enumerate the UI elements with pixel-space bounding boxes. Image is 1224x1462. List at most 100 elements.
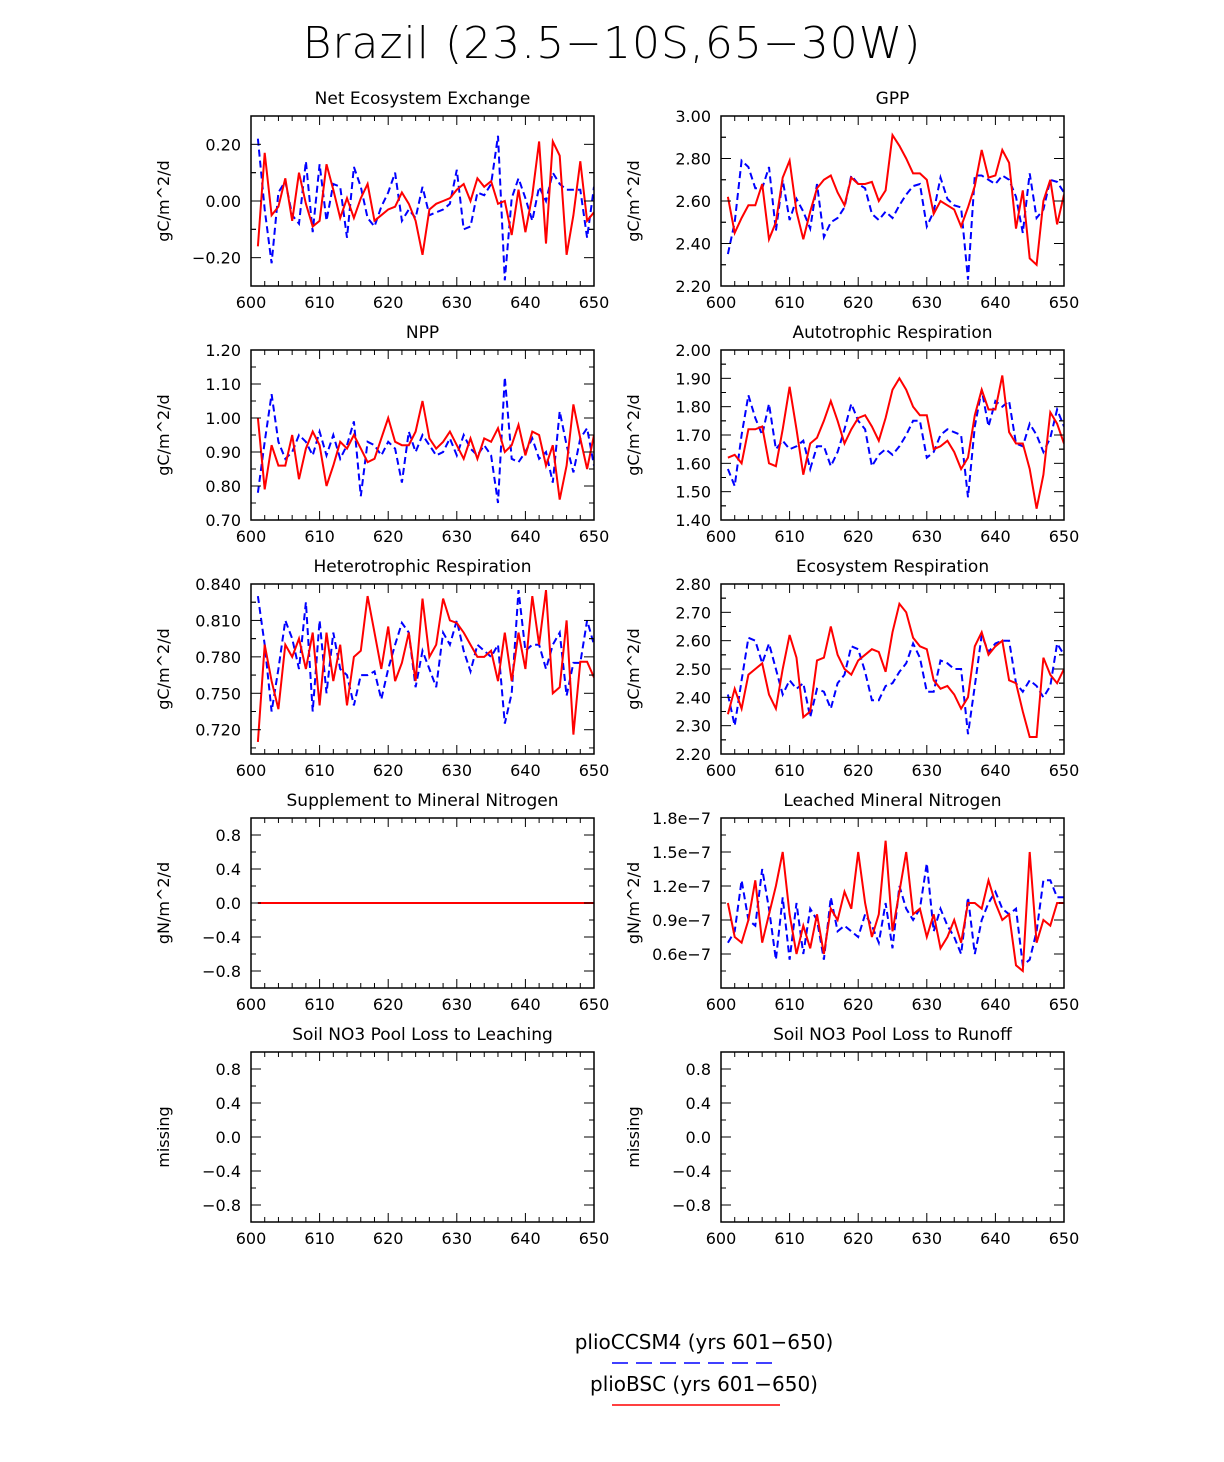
- x-tick-label: 640: [510, 527, 541, 546]
- series-line-plioCCSM4: [256, 135, 594, 281]
- x-tick-label: 640: [510, 1229, 541, 1248]
- y-axis-label: gC/m^2/d: [624, 628, 643, 709]
- x-tick-label: 630: [912, 293, 943, 312]
- x-tick-label: 620: [373, 527, 404, 546]
- panel-1: 600 610 620 630 640 650 −0.20 0.00 0.20 Net Ecosy…: [154, 89, 609, 312]
- y-axis-label: gN/m^2/d: [624, 862, 643, 944]
- series-line-plioCCSM4: [256, 589, 594, 724]
- x-tick-label: 650: [1049, 1229, 1080, 1248]
- y-tick-label: −0.4: [202, 1162, 241, 1181]
- y-axis-label: gC/m^2/d: [154, 160, 173, 241]
- x-tick-label: 610: [774, 995, 805, 1014]
- legend: plioCCSM4 (yrs 601−650) plioBSC (yrs 601−…: [575, 1330, 834, 1406]
- y-tick-label: −0.20: [192, 249, 241, 268]
- x-tick-label: 600: [706, 1229, 737, 1248]
- x-tick-label: 600: [706, 293, 737, 312]
- y-tick-label: −0.8: [202, 1196, 241, 1215]
- x-tick-label: 630: [912, 1229, 943, 1248]
- y-tick-label: 1.10: [205, 375, 241, 394]
- series-line-plioCCSM4: [726, 389, 1064, 498]
- x-tick-label: 650: [579, 1229, 610, 1248]
- x-tick-label: 650: [579, 527, 610, 546]
- y-tick-label: 0.750: [195, 684, 241, 703]
- y-tick-label: −0.8: [202, 962, 241, 981]
- y-axis-label: missing: [154, 1106, 173, 1167]
- x-tick-label: 620: [373, 1229, 404, 1248]
- x-tick-label: 610: [304, 293, 335, 312]
- figure-title: Brazil (23.5−10S,65−30W): [302, 18, 922, 69]
- x-tick-label: 630: [912, 995, 943, 1014]
- y-tick-label: 1.40: [675, 511, 711, 530]
- y-tick-label: 0.8: [686, 1060, 711, 1079]
- x-tick-label: 640: [980, 293, 1011, 312]
- x-tick-label: 600: [236, 995, 267, 1014]
- y-tick-label: 1.60: [675, 454, 711, 473]
- x-tick-label: 620: [843, 293, 874, 312]
- x-tick-label: 640: [980, 1229, 1011, 1248]
- x-tick-label: 650: [1049, 995, 1080, 1014]
- y-tick-label: 0.20: [205, 135, 241, 154]
- y-tick-label: 1.00: [205, 409, 241, 428]
- x-tick-label: 610: [304, 761, 335, 780]
- y-axis-label: gC/m^2/d: [154, 394, 173, 475]
- y-tick-label: 2.20: [675, 745, 711, 764]
- y-tick-label: 0.8: [216, 1060, 241, 1079]
- y-tick-label: 1.90: [675, 369, 711, 388]
- y-tick-label: 1.5e−7: [652, 843, 711, 862]
- plot-frame: [250, 583, 595, 755]
- x-tick-label: 620: [373, 293, 404, 312]
- panel-title: Soil NO3 Pool Loss to Leaching: [292, 1025, 553, 1045]
- y-tick-label: 2.50: [675, 660, 711, 679]
- panel-title: NPP: [406, 323, 439, 343]
- series-line-plioBSC: [256, 589, 594, 742]
- y-axis-label: missing: [624, 1106, 643, 1167]
- y-tick-label: 1.2e−7: [652, 877, 711, 896]
- panel-4: 600 610 620 630 640 650 1.40 1.50 1.60 1.70 1.80 1.…: [624, 323, 1079, 546]
- series-line-plioCCSM4: [726, 158, 1064, 280]
- y-tick-label: 2.40: [675, 235, 711, 254]
- panel-title: Leached Mineral Nitrogen: [783, 791, 1001, 811]
- y-tick-label: 1.80: [675, 398, 711, 417]
- x-tick-label: 610: [304, 1229, 335, 1248]
- panel-9: 600 610 620 630 640 650 −0.8 −0.4 0.0 0.4 0.8 Soil …: [154, 1025, 609, 1248]
- x-tick-label: 640: [980, 761, 1011, 780]
- y-tick-label: 0.80: [205, 477, 241, 496]
- y-tick-label: 0.9e−7: [652, 911, 711, 930]
- y-tick-label: 1.8e−7: [652, 809, 711, 828]
- y-tick-label: 2.30: [675, 717, 711, 736]
- series-line-plioBSC: [256, 400, 594, 500]
- x-tick-label: 650: [1049, 293, 1080, 312]
- y-axis-label: gC/m^2/d: [624, 394, 643, 475]
- legend-label: plioCCSM4 (yrs 601−650): [575, 1330, 834, 1354]
- legend-label: plioBSC (yrs 601−650): [590, 1372, 818, 1396]
- panel-5: 600 610 620 630 640 650 0.720 0.750 0.780 0.810 0.…: [154, 557, 609, 780]
- x-tick-label: 640: [980, 995, 1011, 1014]
- x-tick-label: 630: [442, 293, 473, 312]
- y-tick-label: 0.720: [195, 721, 241, 740]
- y-tick-label: 1.20: [205, 341, 241, 360]
- series-line-plioCCSM4: [256, 377, 594, 504]
- x-tick-label: 630: [442, 527, 473, 546]
- panel-title: GPP: [876, 89, 910, 109]
- x-tick-label: 620: [373, 761, 404, 780]
- x-tick-label: 610: [304, 995, 335, 1014]
- y-tick-label: 2.60: [675, 192, 711, 211]
- y-tick-label: 0.0: [686, 1128, 711, 1147]
- panel-title: Net Ecosystem Exchange: [315, 89, 531, 109]
- x-tick-label: 630: [442, 995, 473, 1014]
- panel-title: Soil NO3 Pool Loss to Runoff: [773, 1025, 1013, 1045]
- y-tick-label: 0.00: [205, 192, 241, 211]
- y-tick-label: 0.0: [216, 894, 241, 913]
- plot-frame: [720, 349, 1065, 521]
- panel-8: 600 610 620 630 640 650 0.6e−7 0.9e−7 1.2e−7 1.5e…: [624, 791, 1079, 1014]
- x-tick-label: 600: [706, 527, 737, 546]
- y-tick-label: 0.6e−7: [652, 945, 711, 964]
- x-tick-label: 650: [579, 293, 610, 312]
- y-tick-label: 2.60: [675, 632, 711, 651]
- y-tick-label: −0.4: [672, 1162, 711, 1181]
- series-line-plioBSC: [726, 132, 1064, 267]
- y-tick-label: 2.80: [675, 575, 711, 594]
- panel-title: Ecosystem Respiration: [796, 557, 989, 577]
- x-tick-label: 640: [510, 293, 541, 312]
